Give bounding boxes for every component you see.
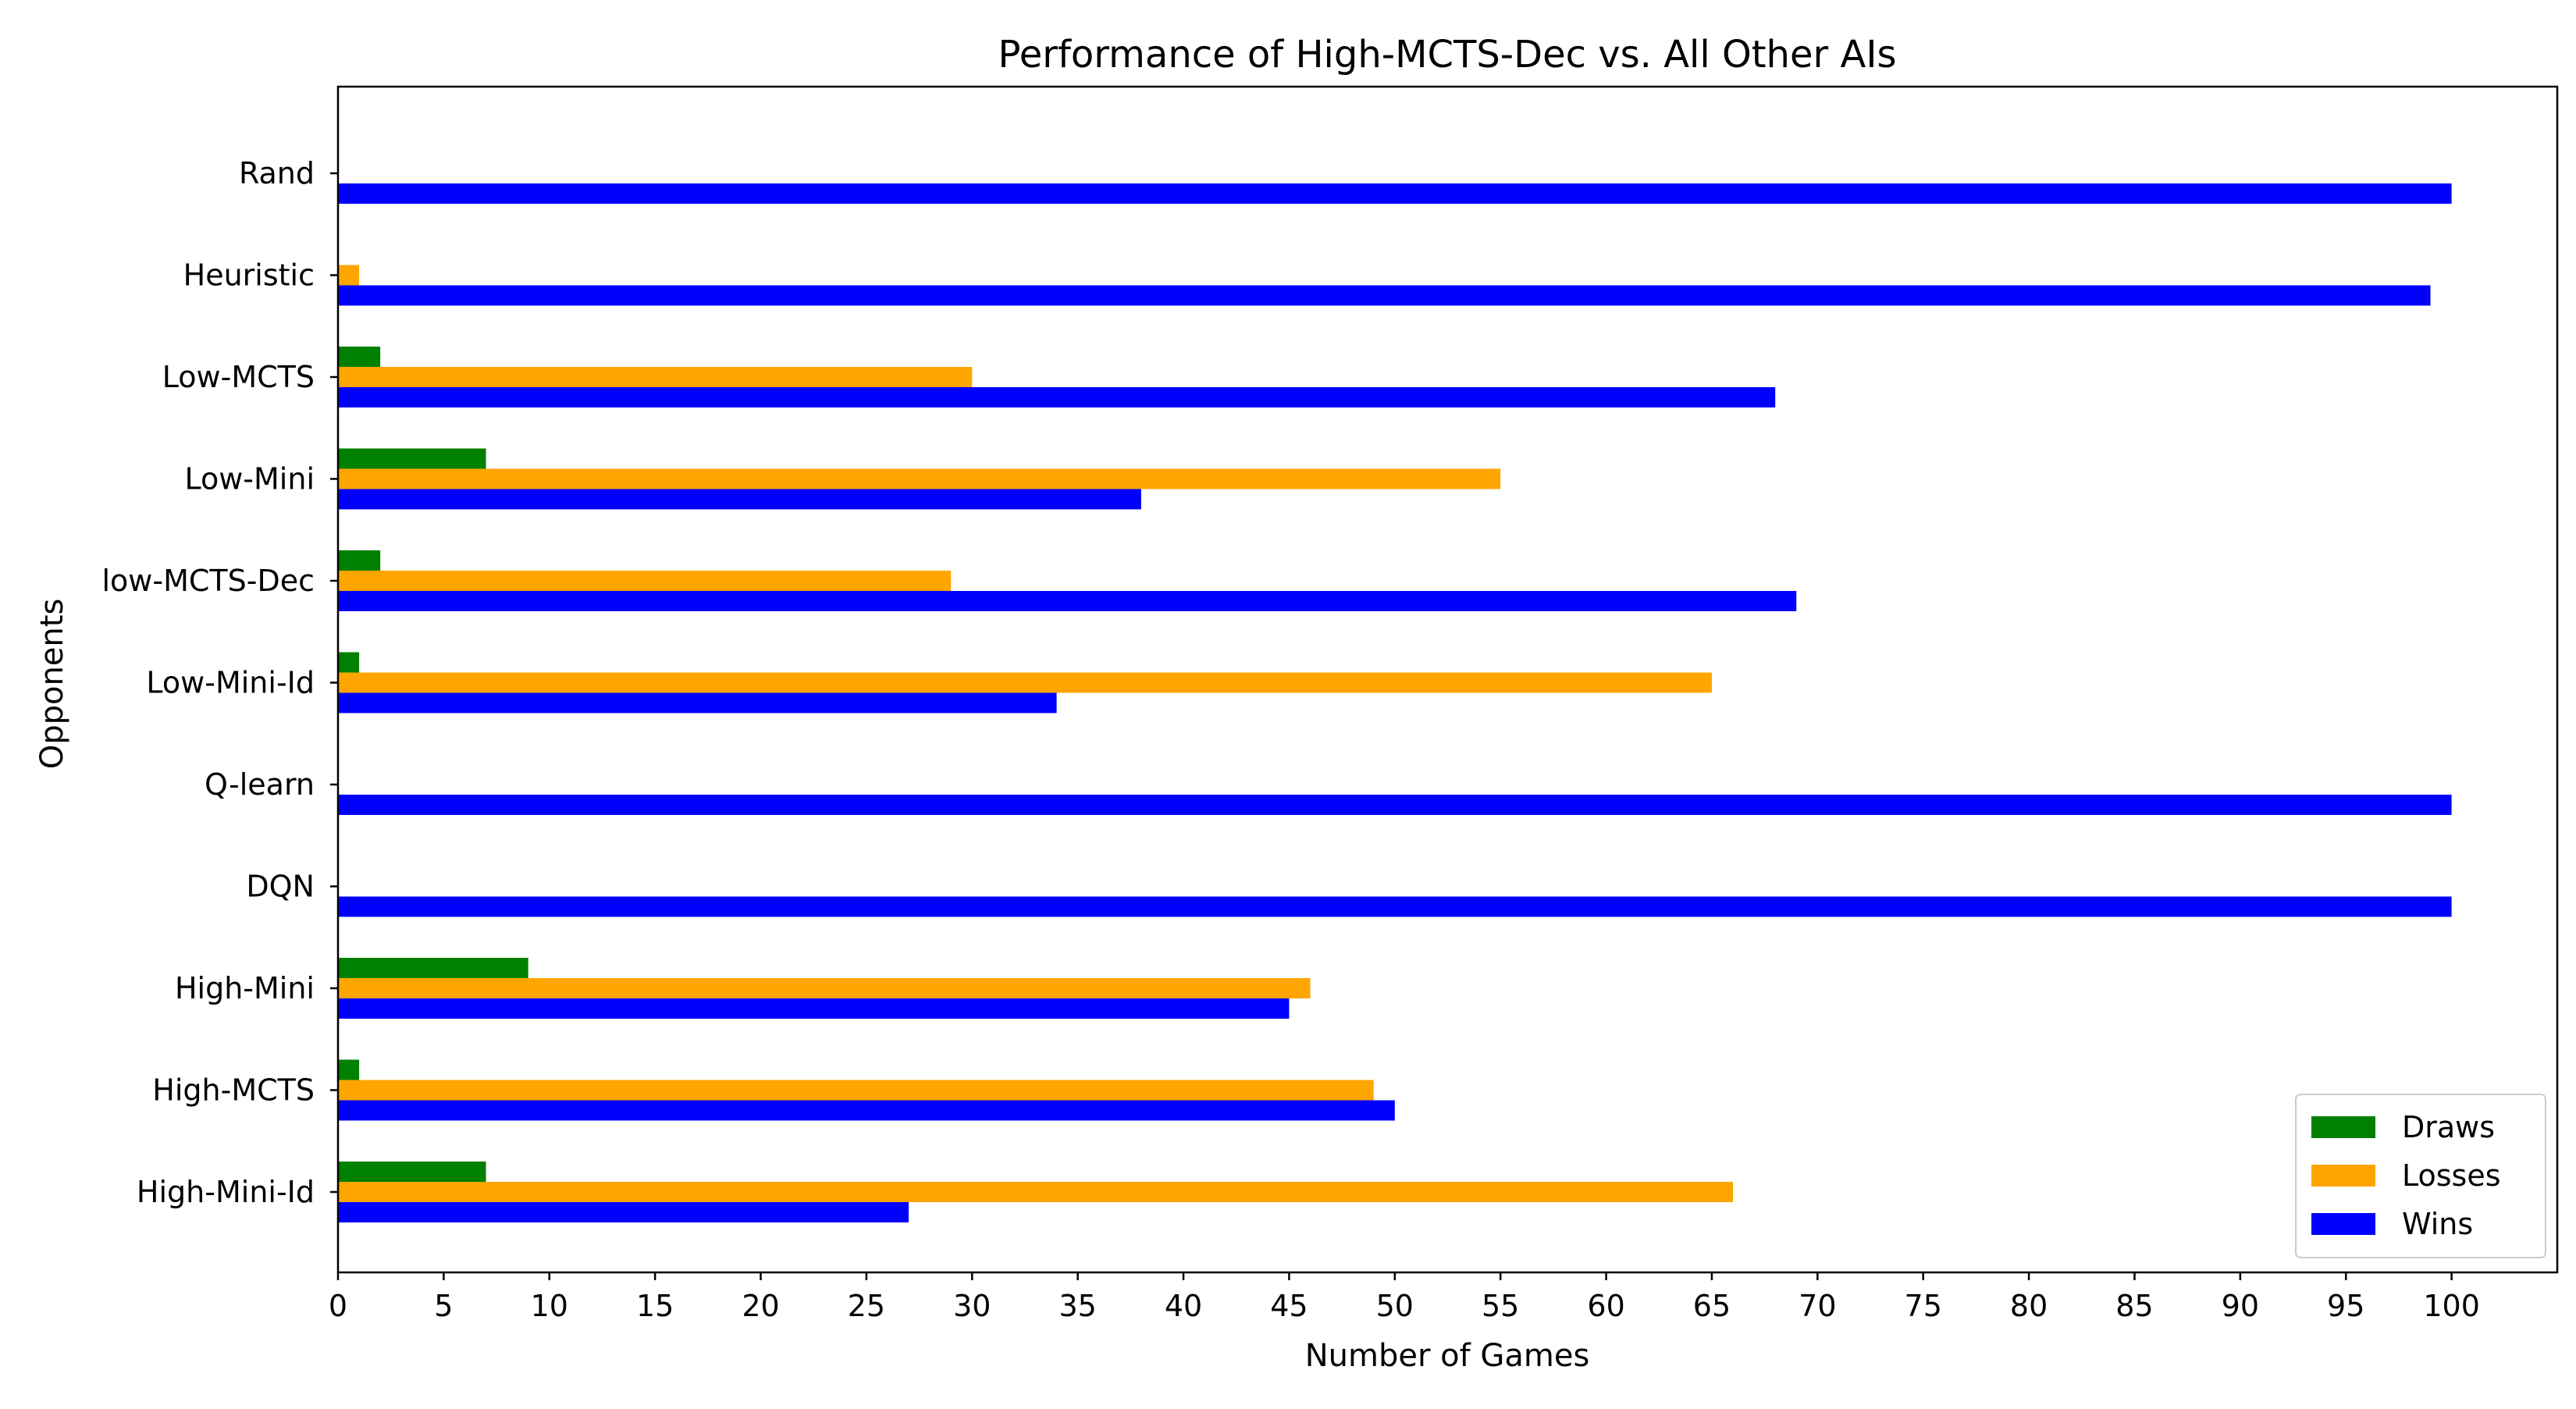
bar-losses-4 — [338, 571, 952, 591]
x-tick-label: 5 — [434, 1289, 453, 1323]
legend-swatch-wins — [2311, 1213, 2375, 1235]
bar-wins-3 — [338, 489, 1141, 510]
bar-wins-0 — [338, 183, 2452, 204]
x-tick-label: 30 — [953, 1289, 991, 1323]
plot-area: Rand Heuristic Low-MCTS Low-Mini low-MCTS-De… — [102, 85, 2559, 1323]
x-tick-label: 0 — [329, 1289, 347, 1323]
bar-wins-10 — [338, 1202, 909, 1222]
x-tick-label: 100 — [2423, 1289, 2480, 1323]
chart-title: Performance of High-MCTS-Dec vs. All Oth… — [998, 33, 1896, 76]
y-tick-label: Low-MCTS — [162, 360, 315, 394]
legend: Draws Losses Wins — [2295, 1094, 2546, 1258]
bar-draws-5 — [338, 652, 360, 673]
bar-losses-3 — [338, 468, 1501, 489]
bar-losses-9 — [338, 1080, 1374, 1101]
x-tick-label: 60 — [1587, 1289, 1624, 1323]
y-tick-label: Rand — [239, 156, 315, 190]
bar-draws-8 — [338, 958, 528, 978]
bar-losses-10 — [338, 1182, 1734, 1202]
x-tick-label: 90 — [2222, 1289, 2259, 1323]
y-axis-label: Opponents — [34, 599, 70, 770]
x-tick-label: 95 — [2327, 1289, 2364, 1323]
x-tick-label: 85 — [2115, 1289, 2153, 1323]
x-tick-label: 55 — [1482, 1289, 1519, 1323]
bar-wins-2 — [338, 387, 1776, 407]
y-tick-label: low-MCTS-Dec — [102, 564, 315, 598]
y-tick-label: Low-Mini-Id — [146, 666, 315, 700]
bar-draws-3 — [338, 448, 486, 469]
bar-losses-8 — [338, 978, 1311, 998]
x-tick-label: 20 — [742, 1289, 779, 1323]
y-tick-label: High-MCTS — [152, 1073, 315, 1108]
bar-draws-9 — [338, 1059, 360, 1080]
bar-draws-10 — [338, 1162, 486, 1182]
x-tick-label: 65 — [1693, 1289, 1731, 1323]
bar-wins-7 — [338, 896, 2452, 917]
x-tick-label: 15 — [636, 1289, 674, 1323]
bar-wins-8 — [338, 998, 1290, 1019]
y-tick-label: High-Mini — [175, 971, 315, 1005]
bar-wins-4 — [338, 591, 1797, 611]
bar-losses-2 — [338, 367, 973, 387]
x-tick-label: 45 — [1270, 1289, 1308, 1323]
legend-label-draws: Draws — [2402, 1110, 2495, 1144]
legend-label-wins: Wins — [2402, 1207, 2473, 1241]
x-tick-label: 80 — [2010, 1289, 2048, 1323]
y-tick-label: Q-learn — [205, 767, 315, 802]
bar-losses-5 — [338, 672, 1712, 693]
x-tick-label: 40 — [1165, 1289, 1202, 1323]
bar-wins-1 — [338, 285, 2431, 306]
bar-draws-2 — [338, 347, 381, 367]
y-tick-label: Low-Mini — [184, 462, 315, 496]
x-tick-label: 70 — [1799, 1289, 1836, 1323]
legend-swatch-draws — [2311, 1116, 2375, 1138]
bar-wins-5 — [338, 692, 1057, 713]
bar-wins-9 — [338, 1100, 1395, 1121]
x-tick-label: 50 — [1376, 1289, 1414, 1323]
bar-draws-4 — [338, 550, 381, 571]
y-tick-label: Heuristic — [183, 258, 315, 293]
x-tick-label: 75 — [1905, 1289, 1942, 1323]
x-axis-label: Number of Games — [1305, 1338, 1590, 1374]
x-tick-label: 25 — [848, 1289, 885, 1323]
bar-losses-1 — [338, 265, 360, 286]
legend-label-losses: Losses — [2402, 1158, 2501, 1193]
y-tick-label: DQN — [246, 870, 315, 904]
plot-frame — [336, 85, 2559, 1274]
x-tick-label: 35 — [1059, 1289, 1096, 1323]
bar-wins-6 — [338, 795, 2452, 815]
x-tick-label: 10 — [531, 1289, 568, 1323]
y-tick-label: High-Mini-Id — [137, 1175, 315, 1209]
legend-swatch-losses — [2311, 1165, 2375, 1187]
